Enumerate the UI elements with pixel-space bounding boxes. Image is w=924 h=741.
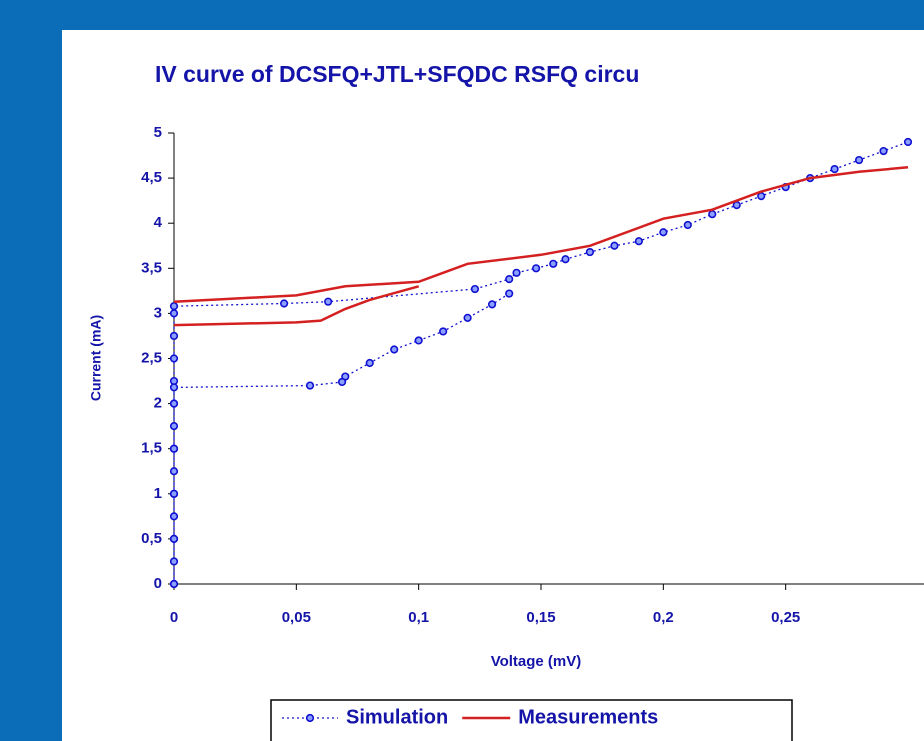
simulation-point: [169, 512, 179, 521]
simulation-point: [757, 192, 766, 201]
simulation-point: [708, 210, 717, 219]
simulation-point: [169, 309, 179, 318]
legend-box: [270, 699, 793, 741]
simulation-point: [169, 354, 179, 363]
measurement-line: [173, 166, 909, 327]
simulation-point: [487, 300, 497, 309]
y-tick-label: 1: [154, 485, 162, 502]
simulation-point: [732, 201, 741, 210]
simulation-point: [532, 264, 541, 273]
y-axis-title: Current (mA): [88, 315, 104, 401]
x-axis-title: Voltage (mV): [491, 653, 582, 670]
y-tick-label: 3,5: [141, 259, 162, 276]
y-tick-label: 1,5: [141, 440, 162, 457]
y-tick-label: 0,5: [141, 530, 162, 547]
simulation-point: [505, 289, 514, 298]
simulation-point: [169, 302, 179, 311]
simulation-point: [169, 444, 179, 453]
x-tick-label: 0,15: [526, 609, 555, 626]
chart-panel: [62, 30, 924, 741]
simulation-point: [169, 467, 179, 476]
y-tick-label: 4,5: [141, 169, 162, 186]
y-tick-label: 0: [154, 575, 162, 592]
y-tick-label: 3: [154, 304, 162, 321]
x-tick-label: 0,2: [653, 609, 674, 626]
simulation-point: [610, 241, 619, 250]
simulation-point: [365, 358, 374, 368]
simulation-point: [683, 220, 692, 230]
legend-marker: [305, 713, 315, 723]
legend-label: Simulation: [346, 706, 448, 728]
simulation-point: [879, 146, 888, 156]
simulation-point: [414, 336, 423, 345]
y-tick-label: 4: [154, 214, 163, 231]
simulation-point: [169, 489, 179, 498]
simulation-point: [512, 268, 521, 277]
simulation-point: [324, 297, 333, 306]
simulation-point: [169, 557, 179, 566]
simulation-point: [439, 327, 448, 336]
simulation-point: [305, 381, 315, 390]
simulation-point: [169, 383, 179, 392]
simulation-point: [169, 399, 179, 408]
x-tick-label: 0,1: [408, 609, 429, 626]
simulation-point: [470, 284, 480, 294]
x-tick-label: 0: [170, 609, 178, 626]
simulation-point: [830, 164, 839, 174]
x-tick-label: 0,25: [771, 609, 800, 626]
y-tick-label: 2: [154, 395, 162, 412]
y-tick-label: 5: [154, 124, 162, 141]
simulation-point: [561, 255, 570, 264]
simulation-point: [169, 331, 179, 341]
simulation-point: [463, 313, 472, 323]
simulation-point: [549, 259, 558, 268]
x-tick-label: 0,05: [282, 609, 311, 626]
chart-title: IV curve of DCSFQ+JTL+SFQDC RSFQ circu: [155, 61, 639, 87]
simulation-point: [169, 534, 179, 544]
simulation-point: [903, 137, 913, 147]
simulation-point: [390, 345, 399, 354]
simulation-point: [634, 237, 643, 246]
simulation-point: [659, 228, 668, 237]
simulation-point: [337, 377, 347, 387]
simulation-point: [169, 579, 179, 589]
simulation-point: [169, 422, 179, 431]
simulation-point: [854, 155, 864, 165]
simulation-point: [585, 247, 595, 257]
simulation-point: [505, 275, 514, 284]
simulation-point: [280, 299, 289, 308]
legend-label: Measurements: [518, 706, 658, 728]
y-tick-label: 2,5: [141, 349, 162, 366]
